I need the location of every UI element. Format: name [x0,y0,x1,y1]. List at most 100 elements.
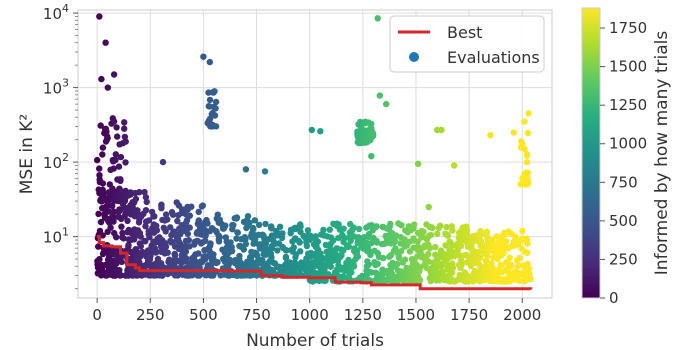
evaluation-point [434,230,441,237]
evaluation-point [200,53,207,60]
evaluation-point [335,221,342,228]
evaluation-point [222,222,229,229]
evaluation-point [411,221,418,228]
best-line [97,235,533,291]
y-axis-ticks: 101 102 103 104 [43,2,78,290]
evaluation-point [350,224,357,231]
evaluation-point [425,203,432,211]
evaluation-point [99,232,106,239]
evaluation-point [132,195,140,203]
evaluation-point [524,129,532,137]
evaluation-point [113,124,120,131]
evaluation-point [228,247,236,255]
evaluation-point [107,224,114,231]
evaluation-point [477,237,485,245]
evaluation-point [145,217,153,224]
evaluation-point [184,230,191,237]
evaluation-point [202,232,209,239]
x-tick-label: 500 [189,306,218,324]
evaluation-point [374,260,381,268]
evaluation-point [426,245,434,252]
evaluation-point [303,242,310,250]
evaluation-point [279,230,286,237]
evaluation-point [136,189,143,196]
evaluation-point [380,254,387,262]
y-tick-label: 103 [43,77,69,98]
evaluation-point [373,239,381,246]
colorbar-tick-label: 1250 [609,96,647,114]
evaluation-point [113,234,120,241]
legend-box [389,15,545,73]
best-line-path [97,235,533,291]
evaluation-point [355,225,363,233]
evaluation-point [414,160,422,167]
colorbar-ticks: 0 250 500 750 1000 1250 1500 1750 [600,19,647,307]
evaluation-point [350,263,358,270]
evaluation-point [524,169,531,176]
evaluation-point [414,238,421,245]
evaluation-point [143,198,150,206]
evaluation-point [199,202,206,209]
evaluation-point [167,224,174,231]
evaluation-point [104,84,112,91]
evaluation-point [185,237,192,244]
evaluation-point [338,252,345,259]
colorbar-tick-label: 1000 [609,135,647,153]
evaluation-point [449,264,457,271]
evaluation-point [519,227,526,235]
evaluation-point [296,239,303,246]
evaluation-point [242,166,250,173]
evaluation-point [162,228,169,235]
evaluation-point [115,163,123,170]
evaluation-point [110,71,118,78]
evaluation-point [100,189,107,197]
colorbar-tick-label: 1500 [609,58,647,76]
evaluation-point [246,219,253,226]
evaluation-point [137,243,144,250]
evaluation-point [195,208,202,216]
evaluation-point [327,263,334,270]
evaluation-point [500,249,507,257]
evaluation-point [515,262,523,269]
evaluation-point [282,254,290,261]
evaluation-point [234,229,241,236]
legend-evaluations-label: Evaluations [447,48,540,67]
evaluation-point [437,222,444,229]
evaluation-point [340,225,347,232]
evaluation-point [137,233,144,240]
evaluation-point [368,120,375,128]
evaluation-point [110,118,118,125]
evaluation-point [240,246,247,253]
evaluation-point [162,211,170,218]
colorbar-gradient [581,7,601,299]
evaluation-point [427,231,435,239]
evaluation-point [373,223,380,230]
evaluation-point [317,250,324,257]
evaluation-point [438,262,445,270]
evaluation-point [519,140,526,147]
evaluation-point [120,235,127,242]
evaluation-point [104,135,111,142]
evaluation-point [95,210,102,218]
evaluation-point [211,112,219,119]
legend-best-label: Best [447,23,482,42]
evaluation-point [297,248,304,255]
evaluation-point [512,233,519,240]
evaluation-point [98,75,105,83]
evaluation-point [118,223,125,230]
evaluation-point [97,122,104,129]
evaluation-point [443,223,450,231]
y-tick-label: 104 [43,2,69,23]
evaluation-point [204,220,211,227]
evaluation-point [498,262,505,269]
evaluation-point [118,258,125,266]
evaluation-point [206,96,214,104]
evaluation-point [274,247,281,254]
evaluation-point [122,138,129,145]
evaluation-point [146,234,153,241]
evaluation-point [525,179,532,186]
evaluation-point [164,249,171,256]
evaluation-point [236,252,243,260]
evaluation-point [314,238,322,245]
evaluation-point [432,243,439,251]
